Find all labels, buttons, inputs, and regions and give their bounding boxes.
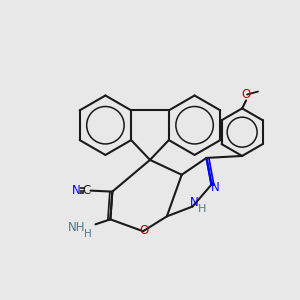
Text: O: O — [242, 88, 251, 101]
Text: C: C — [82, 184, 91, 197]
Text: N: N — [190, 196, 199, 209]
Text: NH: NH — [68, 221, 86, 234]
Text: H: H — [84, 229, 92, 239]
Text: O: O — [140, 224, 149, 237]
Text: N: N — [211, 181, 220, 194]
Text: H: H — [198, 204, 207, 214]
Text: N: N — [72, 184, 81, 197]
